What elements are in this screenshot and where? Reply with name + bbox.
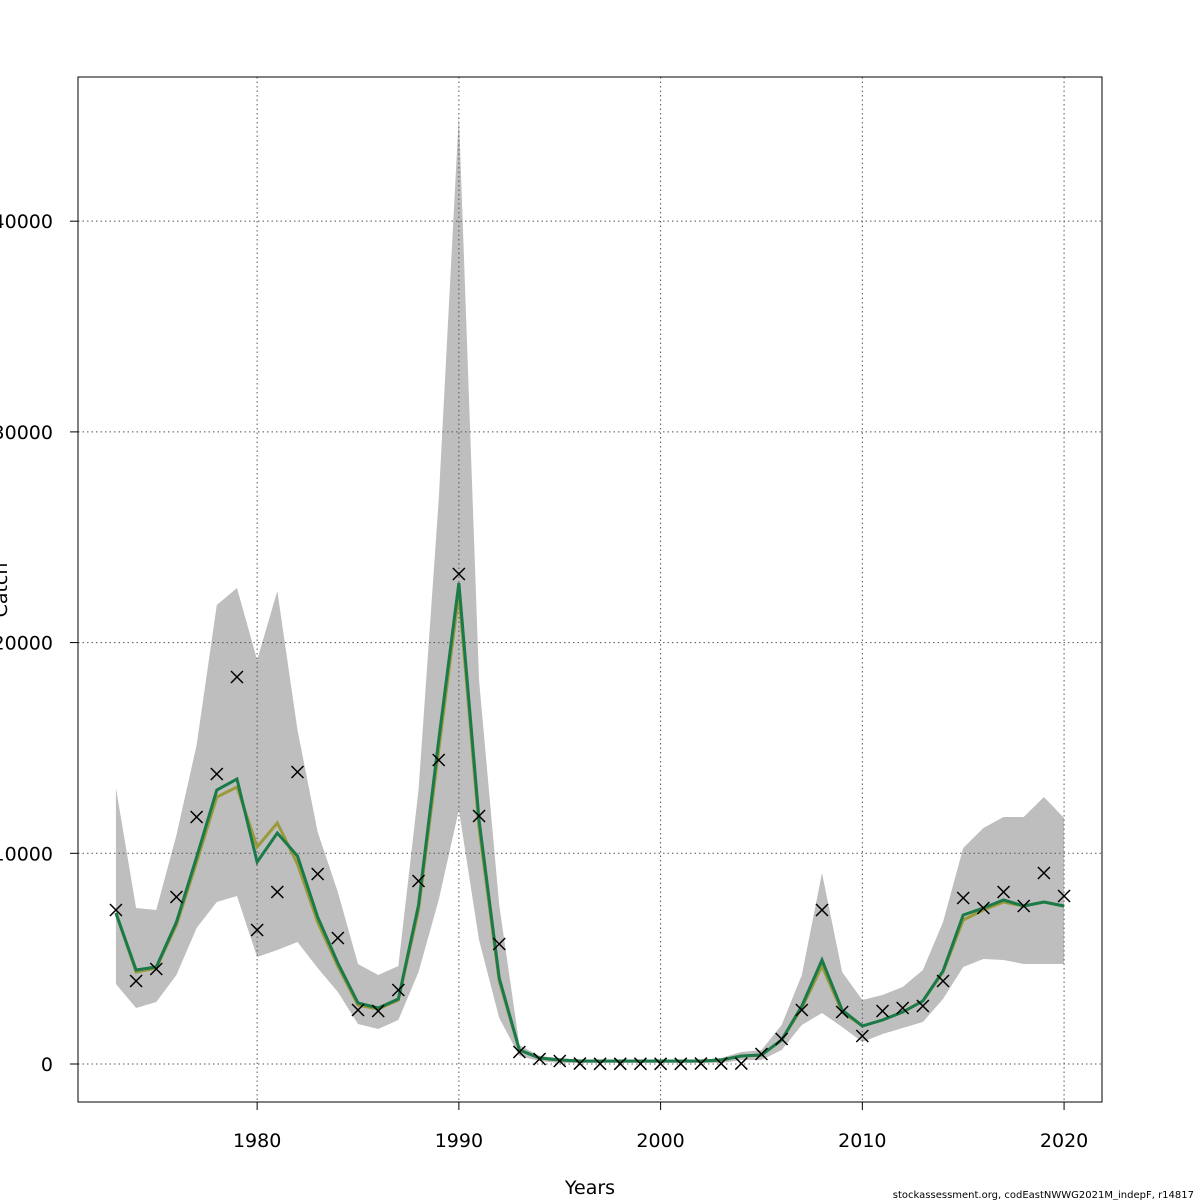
observation: [835, 1005, 849, 1019]
observation: [492, 937, 506, 951]
observation: [533, 1052, 547, 1066]
observation: [411, 874, 426, 888]
observation: [1037, 866, 1051, 880]
observation: [1017, 899, 1031, 913]
observation: [855, 1029, 869, 1043]
observation: [169, 890, 183, 904]
observation: [795, 1003, 809, 1017]
observation: [593, 1057, 607, 1071]
observation: [129, 974, 143, 988]
observation: [896, 1001, 910, 1015]
y-tick-label: 30000: [0, 422, 53, 444]
y-tick-label: 40000: [0, 211, 53, 233]
observation: [472, 809, 486, 823]
observation: [331, 931, 345, 945]
observation: [956, 891, 970, 905]
confidence-band: [115, 114, 1065, 1064]
x-tick-label: 1980: [233, 1130, 281, 1152]
observation: [290, 765, 305, 779]
observation: [230, 670, 244, 684]
y-tick-label: 10000: [0, 843, 53, 865]
observation: [694, 1057, 708, 1071]
footnote: stockassessment.org, codEastNWWG2021M_in…: [893, 1190, 1194, 1200]
observation: [613, 1057, 627, 1071]
observation: [754, 1047, 769, 1061]
x-tick-label: 1990: [435, 1130, 483, 1152]
x-tick-label: 2000: [636, 1130, 684, 1152]
observation: [391, 983, 405, 997]
y-tick-label: 0: [41, 1054, 53, 1076]
observation: [875, 1004, 890, 1018]
observation: [674, 1057, 688, 1071]
y-axis-label: Catch: [0, 563, 12, 618]
observation: [432, 753, 446, 767]
observation: [654, 1057, 668, 1071]
observation: [109, 903, 123, 917]
observation: [997, 885, 1011, 899]
observation: [270, 885, 284, 899]
observation: [553, 1054, 567, 1068]
observation: [734, 1057, 748, 1071]
observation: [190, 810, 204, 824]
x-tick-label: 2020: [1040, 1130, 1088, 1152]
observation: [714, 1057, 728, 1071]
plot-frame: [77, 76, 1103, 1103]
observation: [916, 999, 930, 1013]
observation: [250, 923, 264, 937]
observation: [976, 901, 990, 915]
observation: [210, 767, 224, 781]
x-axis-label: Years: [564, 1177, 615, 1199]
observation: [149, 962, 163, 976]
observation: [775, 1032, 789, 1046]
observation: [633, 1057, 647, 1071]
observation: [815, 903, 829, 917]
fit-line: [114, 582, 1065, 1063]
observation: [512, 1045, 526, 1059]
observation: [351, 1003, 365, 1017]
observation: [573, 1057, 587, 1071]
observation: [311, 867, 325, 881]
x-tick-label: 2010: [838, 1130, 886, 1152]
observation: [452, 567, 466, 581]
observation: [936, 974, 950, 988]
observation: [371, 1004, 385, 1018]
observation: [1057, 889, 1071, 903]
